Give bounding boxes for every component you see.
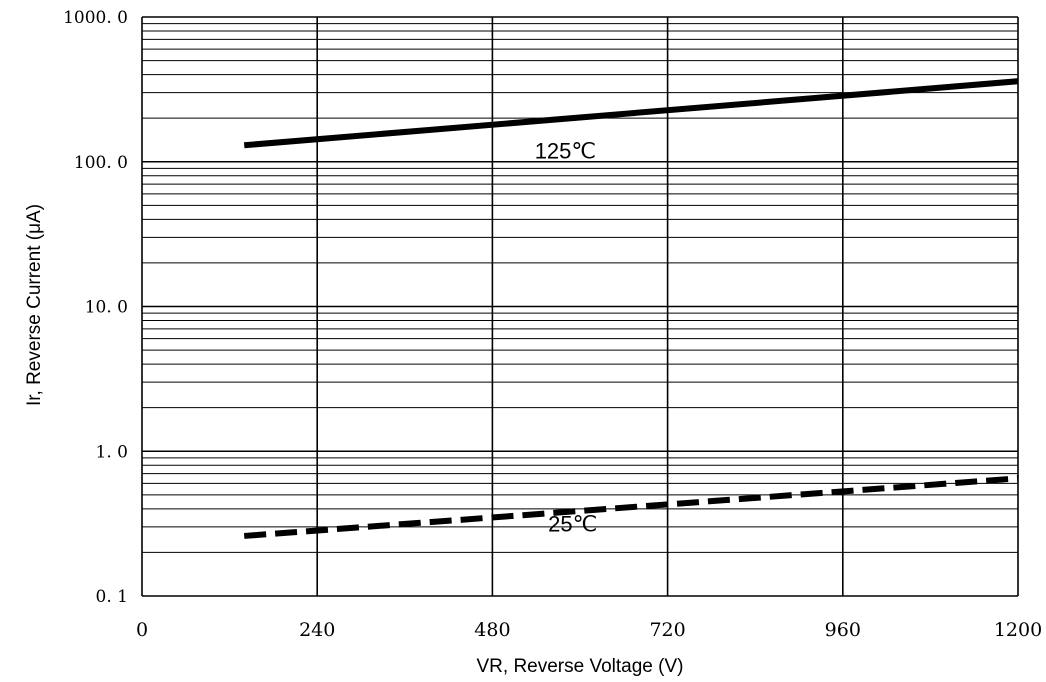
y-tick-label: 0. 1 (96, 587, 128, 607)
y-tick-label: 10. 0 (85, 298, 128, 318)
x-axis-label: VR, Reverse Voltage (V) (477, 656, 684, 677)
x-tick-label: 960 (825, 619, 861, 641)
series-line-125c (243, 78, 1019, 149)
grid (141, 16, 1019, 597)
x-tick-label: 0 (136, 619, 148, 641)
x-tick-label: 720 (649, 619, 685, 641)
y-tick-label: 1. 0 (96, 442, 128, 462)
series-annotation: 125℃ (535, 139, 596, 164)
series-line-25c (243, 475, 1019, 539)
tick-labels: 0. 1 1. 0 10. 0 100. 0 1000. 0 0 240 480 720 960 1… (63, 8, 1042, 641)
series-annotation: 25℃ (548, 511, 597, 536)
x-tick-label: 240 (299, 619, 335, 641)
x-tick-label: 480 (474, 619, 510, 641)
annotations: 125℃ 25℃ (535, 139, 598, 537)
series-group (243, 78, 1019, 539)
y-tick-label: 100. 0 (74, 153, 128, 173)
y-tick-label: 1000. 0 (63, 8, 128, 28)
y-axis-label: Ir, Reverse Current (μA) (24, 204, 45, 406)
x-tick-label: 1200 (994, 619, 1042, 641)
